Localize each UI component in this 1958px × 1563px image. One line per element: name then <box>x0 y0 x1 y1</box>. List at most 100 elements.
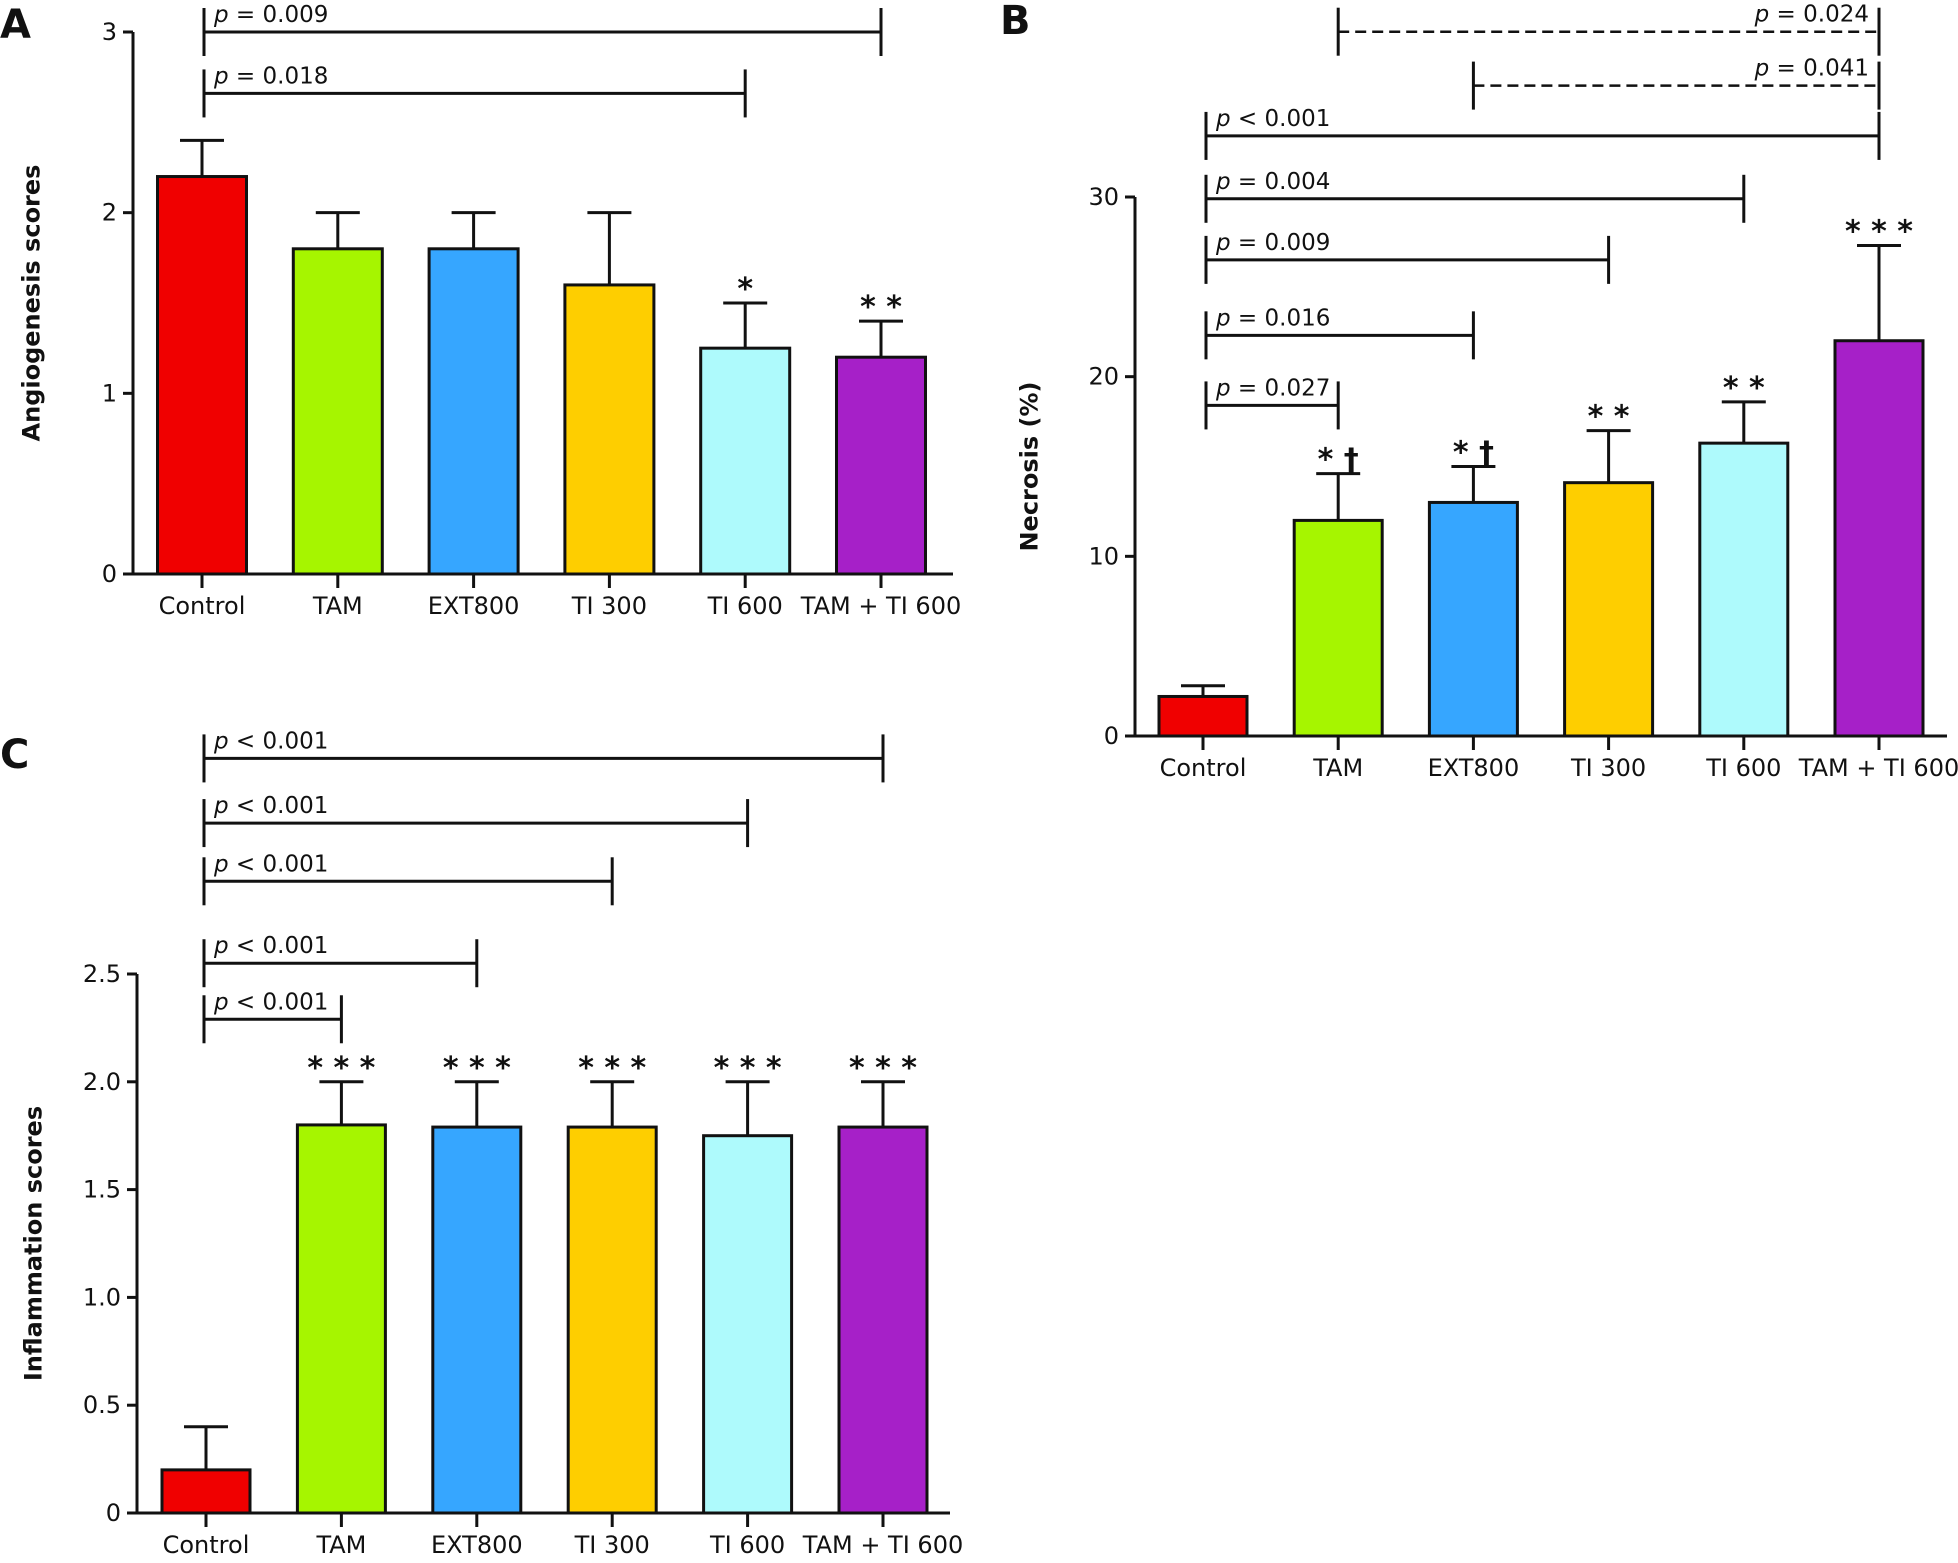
x-tick-label-b: TAM <box>1312 754 1363 782</box>
p-symbol: p <box>213 728 229 754</box>
y-tick-label-c: 2.5 <box>83 960 121 988</box>
y-tick-label-c: 0 <box>106 1499 121 1527</box>
p-value-label: p < 0.001 <box>213 851 328 877</box>
p-value-label: p = 0.009 <box>1215 230 1330 256</box>
bar-c-tam-ti-600 <box>837 1125 929 1515</box>
p-value-text: = 0.009 <box>1231 230 1331 256</box>
x-tick-label-c: EXT800 <box>431 1531 523 1559</box>
comparison-bracket-b: p = 0.009 <box>1204 230 1611 284</box>
x-tick-label-a: Control <box>159 592 246 620</box>
comparison-bracket-b: p = 0.041 <box>1471 56 1881 110</box>
bar-b-ti-600 <box>1698 441 1790 738</box>
p-symbol: p <box>1215 106 1231 132</box>
p-value-label: p = 0.016 <box>1215 305 1330 331</box>
x-tick-label-b: TAM + TI 600 <box>1798 754 1958 782</box>
p-value-label: p = 0.041 <box>1754 56 1869 82</box>
bar-c-ti-300 <box>566 1125 658 1515</box>
significance-mark-c: * * * <box>307 1051 375 1086</box>
bar-c-control <box>160 1468 252 1515</box>
x-tick-label-a: TI 600 <box>707 592 783 620</box>
bar-a-control <box>156 175 248 576</box>
y-tick-label-b: 10 <box>1088 542 1119 570</box>
comparison-bracket-b: p < 0.001 <box>1204 106 1881 160</box>
y-tick-label-a: 2 <box>102 199 117 227</box>
bar-b-tam-ti-600 <box>1833 339 1925 738</box>
p-value-text: = 0.016 <box>1231 305 1331 331</box>
comparison-bracket-c: p < 0.001 <box>202 728 885 783</box>
p-symbol: p <box>213 2 229 28</box>
y-tick-label-c: 1.5 <box>83 1176 121 1204</box>
p-value-text: < 0.001 <box>229 851 329 877</box>
bar-a-tam <box>291 247 384 576</box>
panel-c: C Inflammation scores 0 0.5 1.0 1.5 2.0 2.5 Cont… <box>0 728 963 1559</box>
y-tick-label-c: 0.5 <box>83 1391 121 1419</box>
comparison-bracket-c: p < 0.001 <box>202 989 343 1044</box>
comparison-bracket-b: p = 0.016 <box>1204 305 1475 360</box>
comparison-bracket-b: p = 0.024 <box>1336 2 1881 56</box>
panel-letter-c: C <box>0 732 29 778</box>
p-value-text: = 0.004 <box>1231 169 1331 195</box>
significance-mark-b: * † <box>1453 436 1494 471</box>
p-value-text: < 0.001 <box>229 793 329 819</box>
p-symbol: p <box>1754 56 1770 82</box>
y-tick-label-b: 0 <box>1104 722 1119 750</box>
panel-a: A Angiogenesis scores 0 1 2 3 Control TAM EXT800… <box>0 2 961 620</box>
p-symbol: p <box>213 933 229 959</box>
significance-mark-c: * * * <box>849 1051 917 1086</box>
p-value-text: = 0.009 <box>229 2 329 28</box>
panel-letter-a: A <box>0 2 31 48</box>
p-value-label: p < 0.001 <box>213 793 328 819</box>
x-tick-label-a: TI 300 <box>571 592 647 620</box>
y-tick-label-c: 1.0 <box>83 1283 121 1311</box>
comparison-bracket-c: p < 0.001 <box>202 793 750 848</box>
p-symbol: p <box>213 63 229 89</box>
y-tick-label-a: 0 <box>102 560 117 588</box>
bar-b-control <box>1157 694 1249 738</box>
panel-b: B Necrosis (%) 0 10 20 30 Control TAM * † EXT800 *… <box>1000 0 1958 782</box>
y-tick-label-c: 2.0 <box>83 1068 121 1096</box>
p-value-label: p < 0.001 <box>213 933 328 959</box>
p-value-text: < 0.001 <box>229 728 329 754</box>
y-axis-title-b: Necrosis (%) <box>1016 381 1044 551</box>
p-symbol: p <box>1215 375 1231 401</box>
p-value-text: = 0.024 <box>1769 2 1869 28</box>
x-tick-label-b: Control <box>1160 754 1247 782</box>
comparison-bracket-c: p < 0.001 <box>202 933 479 988</box>
significance-mark-c: * * * <box>578 1051 646 1086</box>
bar-c-ti-600 <box>702 1134 794 1515</box>
x-tick-label-c: Control <box>163 1531 250 1559</box>
x-tick-label-a: EXT800 <box>428 592 520 620</box>
p-value-label: p = 0.027 <box>1215 375 1330 401</box>
x-tick-label-c: TI 300 <box>574 1531 650 1559</box>
y-tick-label-b: 30 <box>1088 183 1119 211</box>
bar-a-tam-ti-600 <box>835 355 927 576</box>
bar-a-ext800 <box>427 247 520 576</box>
x-tick-label-c: TI 600 <box>709 1531 785 1559</box>
comparison-bracket-a: p = 0.018 <box>202 63 747 118</box>
x-tick-label-b: TI 600 <box>1705 754 1781 782</box>
p-symbol: p <box>213 793 229 819</box>
significance-mark-b: * * * <box>1845 215 1913 250</box>
y-tick-label-b: 20 <box>1088 363 1119 391</box>
bar-c-ext800 <box>431 1125 523 1515</box>
x-tick-label-b: EXT800 <box>1428 754 1520 782</box>
y-axis-title-a: Angiogenesis scores <box>18 165 46 442</box>
significance-mark-a: * <box>737 272 753 307</box>
significance-mark-b: * * <box>1723 371 1765 406</box>
significance-mark-b: * † <box>1318 443 1359 478</box>
bar-c-tam <box>295 1123 387 1515</box>
bar-b-ti-300 <box>1563 481 1655 738</box>
p-value-label: p < 0.001 <box>213 989 328 1015</box>
y-tick-label-a: 1 <box>102 379 117 407</box>
comparison-bracket-c: p < 0.001 <box>202 851 614 906</box>
panel-letter-b: B <box>1000 0 1031 44</box>
significance-mark-c: * * * <box>714 1051 782 1086</box>
comparison-bracket-b: p = 0.004 <box>1204 169 1746 223</box>
p-value-text: < 0.001 <box>1231 106 1331 132</box>
bar-a-ti-600 <box>699 346 792 576</box>
x-tick-label-c: TAM + TI 600 <box>802 1531 963 1559</box>
p-symbol: p <box>1754 2 1770 28</box>
significance-mark-b: * * <box>1588 400 1630 435</box>
y-axis-title-c: Inflammation scores <box>20 1106 48 1381</box>
